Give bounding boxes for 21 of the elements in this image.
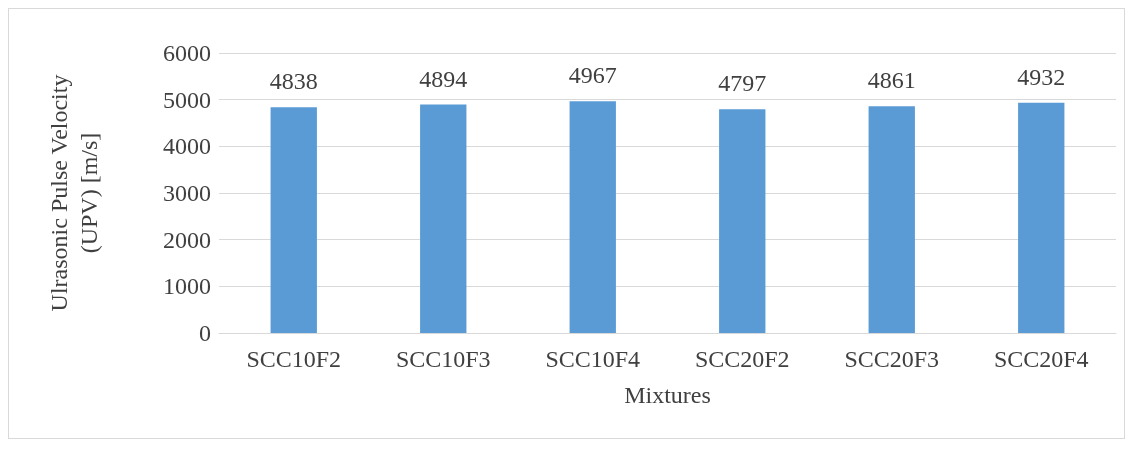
- data-label: 4932: [1017, 63, 1066, 90]
- x-axis-title: Mixtures: [624, 382, 711, 408]
- data-label: 4838: [269, 68, 318, 95]
- y-tick-label: 1000: [163, 273, 211, 300]
- x-tick-label: SCC10F2: [246, 346, 342, 372]
- y-tick-label: 5000: [163, 86, 211, 113]
- x-tick-label: SCC20F2: [694, 346, 790, 372]
- x-tick-label: SCC10F4: [545, 346, 641, 372]
- x-tick-label: SCC10F3: [395, 346, 491, 372]
- y-tick-label: 0: [199, 320, 211, 346]
- y-tick-label: 6000: [163, 40, 211, 66]
- data-label: 4967: [568, 62, 617, 89]
- y-axis-title: Ulrasonic Pulse Velocity (UPV) [m/s]: [46, 74, 102, 312]
- data-label: 4861: [867, 67, 916, 94]
- x-tick-label: SCC20F3: [844, 346, 940, 372]
- x-tick-label: SCC20F4: [993, 346, 1089, 372]
- data-label: 4797: [718, 70, 767, 97]
- y-tick-label: 3000: [163, 180, 211, 206]
- data-label: 4894: [419, 65, 468, 92]
- y-tick-label: 2000: [163, 226, 211, 253]
- y-tick-label: 4000: [163, 133, 211, 160]
